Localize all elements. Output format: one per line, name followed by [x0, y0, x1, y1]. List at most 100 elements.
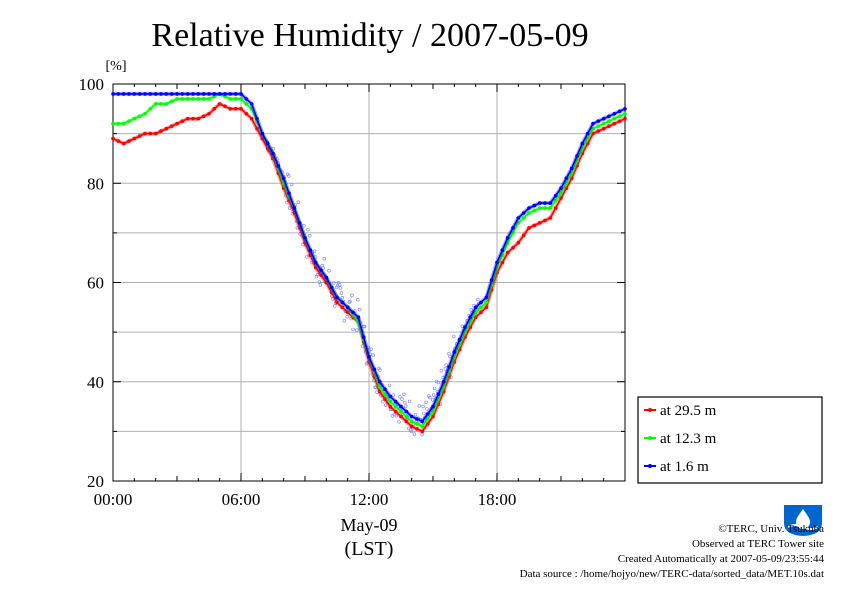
series-point — [127, 92, 131, 96]
series-point — [175, 97, 179, 101]
raw-sample-point — [335, 285, 339, 290]
series-point — [607, 119, 611, 123]
legend-marker — [648, 436, 652, 440]
raw-sample-point — [407, 399, 412, 404]
series-point — [239, 107, 243, 111]
series-point — [585, 136, 590, 141]
series-point — [143, 112, 147, 116]
series-point — [335, 300, 339, 305]
series-point — [143, 131, 147, 136]
series-point — [623, 107, 627, 111]
series-point — [463, 325, 467, 330]
series-point — [207, 112, 211, 116]
series-point — [479, 300, 483, 305]
series-point — [468, 315, 473, 320]
series-point — [276, 164, 281, 168]
series-point — [511, 246, 515, 250]
series-point — [111, 136, 115, 141]
series-point — [537, 221, 542, 225]
series-point — [527, 226, 531, 230]
series-point — [500, 248, 505, 252]
series-point — [324, 280, 329, 285]
series-point — [244, 97, 249, 101]
series-point — [345, 310, 350, 315]
series-point — [137, 134, 142, 138]
raw-sample-point — [364, 362, 369, 366]
series-point — [239, 97, 243, 101]
series-point — [409, 414, 414, 419]
series-point — [137, 92, 142, 96]
series-point — [159, 102, 163, 106]
series-point — [255, 116, 259, 121]
series-point — [591, 126, 595, 131]
series-point — [505, 250, 510, 255]
raw-sample-point — [444, 363, 448, 367]
series-point — [169, 124, 174, 128]
raw-sample-point — [313, 255, 318, 259]
series-point — [228, 107, 233, 111]
series-point — [457, 337, 462, 342]
series-point — [393, 409, 398, 414]
series-point — [319, 273, 323, 277]
series-point — [180, 97, 185, 101]
series-point — [521, 211, 526, 215]
raw-sample-point — [350, 293, 354, 298]
series-point — [260, 131, 265, 136]
series-point — [553, 193, 558, 198]
raw-sample-point — [432, 386, 437, 391]
raw-sample-point — [443, 367, 447, 371]
series-point — [372, 367, 377, 372]
series-point — [489, 278, 494, 282]
series-point — [516, 221, 521, 225]
series-point — [473, 305, 478, 310]
series-point — [335, 295, 339, 300]
raw-sample-point — [355, 328, 359, 332]
series-point — [319, 268, 323, 272]
series-point — [612, 121, 617, 126]
raw-sample-point — [371, 353, 375, 357]
raw-sample-point — [286, 172, 290, 177]
series-point — [601, 116, 606, 121]
series-point — [351, 310, 355, 315]
series-point — [292, 206, 297, 210]
series-point — [399, 404, 403, 409]
series-point — [569, 171, 574, 176]
raw-sample-point — [431, 398, 435, 402]
series-point — [207, 92, 211, 96]
y-tick-label: 40 — [87, 373, 104, 392]
series-point — [217, 92, 222, 96]
raw-sample-point — [404, 404, 408, 408]
series-point — [388, 399, 393, 404]
series-point — [495, 260, 499, 265]
series-lines — [111, 91, 627, 434]
series-point — [511, 226, 515, 230]
x-tick-label: 18:00 — [478, 490, 517, 509]
series-point — [164, 92, 169, 96]
series-point — [585, 131, 590, 136]
raw-sample-point — [338, 286, 343, 290]
series-point — [409, 419, 414, 424]
series-point — [399, 409, 403, 414]
raw-sample-point — [356, 298, 360, 302]
series-point — [420, 419, 425, 424]
x-axis-label-lst: (LST) — [345, 538, 394, 560]
series-point — [559, 191, 563, 195]
series-point — [601, 121, 606, 126]
raw-sample-point — [403, 400, 407, 405]
raw-sample-point — [314, 274, 319, 279]
series-point — [553, 198, 558, 203]
series-point — [249, 116, 254, 121]
raw-sample-point — [317, 280, 322, 284]
series-point — [441, 380, 446, 384]
series-point — [281, 176, 286, 181]
credit-copyright: ©TERC, Univ. Tsukuba — [718, 523, 824, 535]
series-point — [484, 305, 489, 310]
series-point — [207, 97, 211, 101]
raw-sample-point — [422, 411, 426, 416]
series-point — [559, 186, 563, 190]
series-point — [612, 116, 617, 121]
x-tick-label: 00:00 — [94, 490, 133, 509]
series-point — [447, 365, 451, 369]
raw-sample-point — [312, 249, 317, 253]
series-point — [505, 236, 510, 240]
